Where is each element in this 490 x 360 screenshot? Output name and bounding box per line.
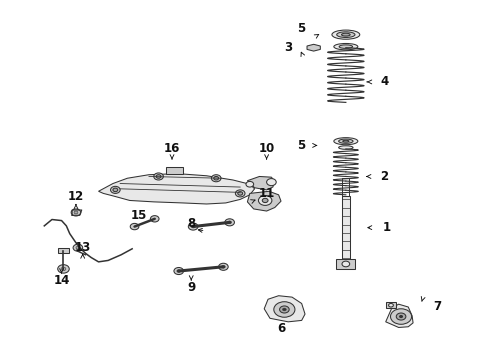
Circle shape (154, 173, 163, 180)
Circle shape (74, 211, 78, 214)
Circle shape (174, 267, 184, 275)
Text: 2: 2 (380, 170, 388, 183)
Circle shape (71, 209, 81, 216)
Circle shape (113, 188, 118, 192)
Text: 8: 8 (187, 217, 196, 230)
Circle shape (211, 175, 221, 182)
Circle shape (111, 186, 120, 193)
FancyBboxPatch shape (166, 167, 183, 174)
Circle shape (400, 315, 402, 318)
Circle shape (238, 192, 243, 195)
Text: 5: 5 (297, 22, 306, 35)
Text: 4: 4 (380, 76, 389, 89)
FancyBboxPatch shape (58, 248, 69, 253)
Circle shape (389, 303, 393, 307)
Ellipse shape (334, 44, 358, 50)
Circle shape (235, 190, 245, 197)
Text: 6: 6 (277, 323, 285, 336)
Circle shape (219, 263, 228, 270)
Circle shape (214, 176, 219, 180)
Circle shape (258, 195, 272, 206)
Polygon shape (264, 296, 305, 322)
Circle shape (280, 306, 289, 313)
Circle shape (130, 224, 139, 230)
Polygon shape (98, 174, 255, 204)
Circle shape (221, 265, 225, 268)
Text: 14: 14 (53, 274, 70, 287)
Circle shape (188, 223, 198, 230)
Text: 10: 10 (259, 142, 275, 155)
Ellipse shape (332, 30, 360, 39)
Circle shape (58, 265, 69, 273)
Text: 1: 1 (383, 221, 391, 234)
Circle shape (191, 225, 195, 228)
Text: 3: 3 (284, 41, 292, 54)
Circle shape (150, 216, 159, 222)
Text: 13: 13 (74, 240, 91, 253)
Circle shape (267, 179, 276, 186)
Polygon shape (247, 176, 275, 190)
Text: 16: 16 (164, 142, 180, 155)
FancyBboxPatch shape (342, 196, 350, 260)
Text: 12: 12 (68, 190, 84, 203)
Text: 15: 15 (130, 209, 147, 222)
Circle shape (391, 309, 412, 324)
Ellipse shape (342, 33, 350, 36)
Text: 5: 5 (297, 139, 306, 152)
Text: 11: 11 (259, 187, 275, 200)
Circle shape (396, 313, 406, 320)
FancyBboxPatch shape (336, 259, 355, 269)
Circle shape (73, 244, 83, 251)
Circle shape (246, 181, 254, 187)
Polygon shape (386, 304, 413, 328)
Circle shape (61, 267, 66, 271)
Circle shape (342, 261, 350, 267)
Text: 9: 9 (187, 281, 196, 294)
Ellipse shape (339, 146, 353, 149)
Circle shape (274, 302, 295, 317)
Ellipse shape (339, 45, 353, 48)
Circle shape (228, 221, 232, 224)
Polygon shape (247, 191, 281, 211)
Circle shape (262, 198, 268, 203)
Circle shape (76, 246, 80, 249)
Ellipse shape (337, 32, 355, 37)
Text: 7: 7 (433, 300, 441, 313)
Ellipse shape (339, 139, 353, 143)
Circle shape (282, 308, 286, 311)
FancyBboxPatch shape (386, 302, 396, 309)
Circle shape (177, 270, 181, 273)
Circle shape (225, 219, 234, 226)
Circle shape (156, 175, 161, 178)
Polygon shape (307, 44, 320, 51)
Ellipse shape (343, 140, 349, 142)
Ellipse shape (334, 138, 358, 145)
